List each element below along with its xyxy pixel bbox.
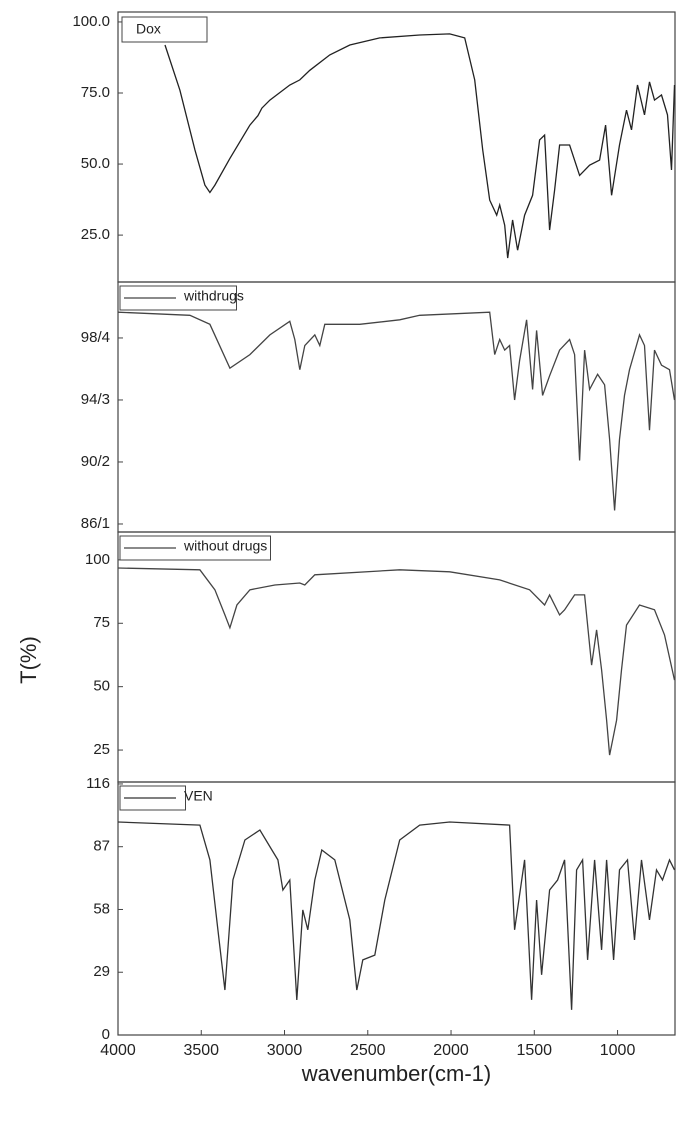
legend-label: Dox [136,21,161,37]
y-tick-label: 98/4 [81,329,110,346]
y-tick-label: 100 [85,551,110,568]
x-tick-label: 4000 [100,1042,136,1059]
legend-label: without drugs [183,538,267,554]
y-tick-label: 25 [93,741,110,758]
legend-label: withdrugs [183,288,244,304]
y-tick-label: 100.0 [72,13,110,30]
y-tick-label: 50.0 [81,155,110,172]
y-tick-label: 116 [86,775,110,792]
spectrum-line [117,567,676,756]
x-axis-title: wavenumber(cm-1) [301,1061,492,1086]
x-tick-label: 2000 [433,1042,469,1059]
x-tick-label: 1000 [600,1042,636,1059]
y-tick-label: 29 [93,963,110,980]
plot-frame [117,781,676,1036]
spectrum-line [117,311,676,511]
legend-box [119,535,271,561]
spectrum-line [164,33,676,259]
y-tick-label: 87 [93,838,110,855]
legend-label: VEN [184,788,213,804]
y-tick-label: 0 [102,1026,110,1043]
legend-box [121,16,208,43]
x-tick-label: 3000 [267,1042,303,1059]
y-tick-label: 86/1 [81,515,110,532]
y-tick-label: 90/2 [81,453,110,470]
y-tick-label: 75.0 [81,84,110,101]
y-tick-label: 25.0 [81,226,110,243]
y-tick-label: 75 [93,614,110,631]
plot-frame [117,11,676,283]
spectrum-line [117,821,676,1010]
y-tick-label: 94/3 [81,391,110,408]
y-tick-label: 50 [93,678,110,695]
x-tick-label: 2500 [350,1042,386,1059]
plot-frame [117,281,676,533]
y-axis-title: T(%) [16,636,41,684]
y-tick-label: 58 [93,900,110,917]
x-tick-label: 1500 [516,1042,552,1059]
x-tick-label: 3500 [183,1042,219,1059]
